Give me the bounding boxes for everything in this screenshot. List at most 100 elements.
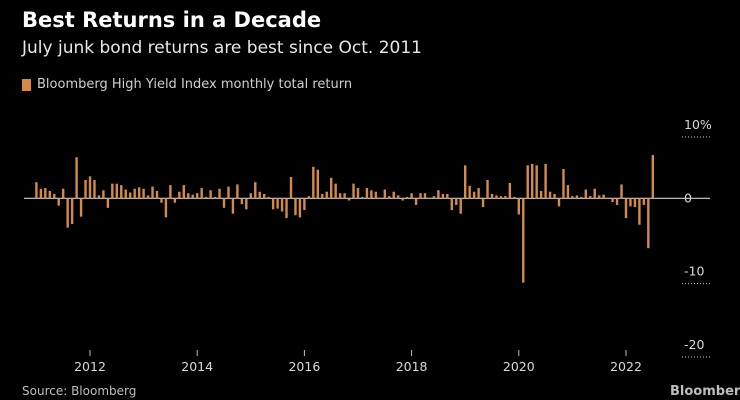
bar <box>57 198 60 206</box>
bar <box>106 198 110 208</box>
bar <box>352 183 355 199</box>
bar <box>312 166 315 199</box>
bar <box>383 189 386 199</box>
bar <box>450 198 453 211</box>
bar <box>571 196 574 199</box>
bar <box>508 182 512 199</box>
bar <box>330 177 333 199</box>
bar <box>178 191 181 199</box>
bar <box>459 198 462 214</box>
bar <box>490 193 494 199</box>
bar <box>303 198 306 211</box>
bar <box>517 198 520 215</box>
bar <box>289 177 293 199</box>
bar <box>615 198 619 205</box>
bar-layer <box>35 155 654 283</box>
bar <box>200 188 203 199</box>
bar <box>405 196 409 199</box>
bar <box>48 191 51 199</box>
bar <box>298 198 302 218</box>
bar <box>160 198 163 203</box>
legend-label: Bloomberg High Yield Index monthly total… <box>37 77 353 92</box>
bar <box>531 163 534 199</box>
bloomberg-watermark: Bloomberg <box>670 384 740 399</box>
legend-swatch <box>22 78 31 91</box>
bar <box>66 198 69 228</box>
bar <box>441 193 445 199</box>
bar <box>633 198 637 208</box>
bar <box>651 155 654 199</box>
bar <box>53 193 56 199</box>
bar <box>486 180 489 199</box>
bar <box>254 182 257 199</box>
bar <box>240 198 244 205</box>
bar <box>548 191 552 199</box>
bar <box>468 185 471 199</box>
bar <box>379 197 382 199</box>
bar <box>102 190 105 199</box>
bar <box>504 196 507 199</box>
chart-title: Best Returns in a Decade <box>22 8 322 32</box>
bar <box>598 195 601 199</box>
bar <box>356 188 360 199</box>
bar <box>566 185 570 199</box>
bar <box>423 193 427 199</box>
bar <box>526 165 529 199</box>
bar <box>155 191 159 199</box>
bar <box>584 189 587 199</box>
bar <box>196 193 199 199</box>
bar <box>392 191 395 199</box>
bar <box>580 196 583 199</box>
bar <box>111 183 114 199</box>
bar <box>263 193 266 199</box>
bar <box>236 184 239 199</box>
bar <box>374 191 378 199</box>
bar <box>347 198 351 201</box>
bar <box>401 198 404 201</box>
x-tick-label: 2022 <box>610 359 642 374</box>
bar <box>602 194 605 199</box>
bar <box>169 185 172 199</box>
bar <box>464 165 467 199</box>
grid-layer <box>24 136 712 358</box>
bar <box>209 190 212 199</box>
bar <box>137 187 141 199</box>
bar <box>146 195 150 199</box>
chart-subtitle: July junk bond returns are best since Oc… <box>22 38 422 58</box>
bar <box>624 198 628 219</box>
bar <box>446 193 449 199</box>
bar <box>142 188 145 199</box>
bar <box>428 198 431 200</box>
bar <box>182 185 185 199</box>
bar <box>513 196 516 199</box>
bar <box>133 188 136 199</box>
bar <box>642 198 646 205</box>
bar <box>611 198 614 202</box>
x-tick-label: 2012 <box>74 359 106 374</box>
bar <box>35 182 38 199</box>
bar <box>44 188 47 199</box>
bar <box>294 198 297 216</box>
bar <box>414 198 418 205</box>
y-tick-label: -10 <box>684 264 704 279</box>
y-axis: 10% 0 -10 -20 <box>684 117 712 352</box>
bar <box>495 195 498 199</box>
bar <box>227 186 230 199</box>
bar <box>97 195 101 199</box>
bar <box>213 196 217 199</box>
bar <box>539 191 543 199</box>
bar <box>620 184 623 199</box>
bar <box>365 188 369 199</box>
bar <box>173 198 177 203</box>
bar <box>124 189 127 199</box>
bar <box>129 192 132 199</box>
bar <box>218 188 221 199</box>
bar <box>307 196 311 199</box>
x-tick-label: 2016 <box>288 359 320 374</box>
bar <box>535 165 538 199</box>
bar <box>562 169 565 199</box>
y-tick-label: 10% <box>684 117 712 132</box>
bar <box>39 188 43 199</box>
bar <box>271 198 275 210</box>
